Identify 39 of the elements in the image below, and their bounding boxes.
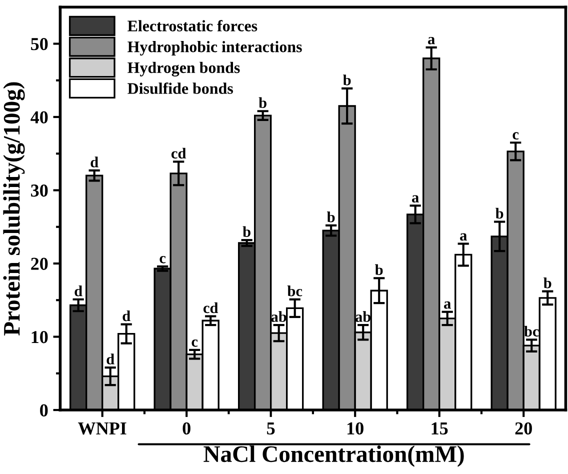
x-tick-label: 0 <box>182 422 190 435</box>
x-tick-label: 15 <box>432 422 448 435</box>
annotation: b <box>544 277 552 288</box>
x-tick-label: 5 <box>267 422 275 435</box>
x-axis-title: NaCl Concentration(mM) <box>204 445 464 467</box>
annotation: cd <box>171 148 186 159</box>
annotation: a <box>412 195 419 203</box>
annotation: b <box>242 226 250 237</box>
annotation: c <box>512 132 519 140</box>
annotation: a <box>460 233 467 241</box>
y-tick-label: 0 <box>40 404 48 416</box>
y-axis-title: Protein solubility(g/100g) <box>3 82 25 336</box>
x-tick-label: 20 <box>515 422 532 435</box>
y-tick-label: 30 <box>31 184 48 197</box>
annotation: b <box>375 264 383 276</box>
annotation: d <box>106 354 114 364</box>
y-tick-label: 20 <box>31 258 48 270</box>
annotation: b <box>258 97 266 108</box>
annotation: c <box>160 256 166 264</box>
legend-label: Electrostatic forces <box>128 20 258 32</box>
annotation: b <box>496 208 504 219</box>
y-tick-label: 40 <box>30 111 48 124</box>
annotation: b <box>327 212 335 222</box>
annotation: d <box>90 156 98 168</box>
x-tick-label: WNPI <box>78 422 126 435</box>
annotation: a <box>428 36 435 44</box>
annotation: bc <box>287 286 302 296</box>
annotation: cd <box>203 302 218 314</box>
y-tick-label: 10 <box>32 331 48 344</box>
annotation: a <box>444 301 451 309</box>
x-tick-label: 10 <box>348 422 364 435</box>
annotation: d <box>74 286 82 296</box>
annotation: d <box>122 310 130 322</box>
y-tick-label: 50 <box>31 38 48 50</box>
legend-label: Disulfide bonds <box>128 82 233 94</box>
legend-label: Hydrophobic interactions <box>128 40 302 56</box>
legend-label: Hydrogen bonds <box>128 62 240 76</box>
annotation: b <box>343 74 351 86</box>
annotation: c <box>192 339 198 347</box>
